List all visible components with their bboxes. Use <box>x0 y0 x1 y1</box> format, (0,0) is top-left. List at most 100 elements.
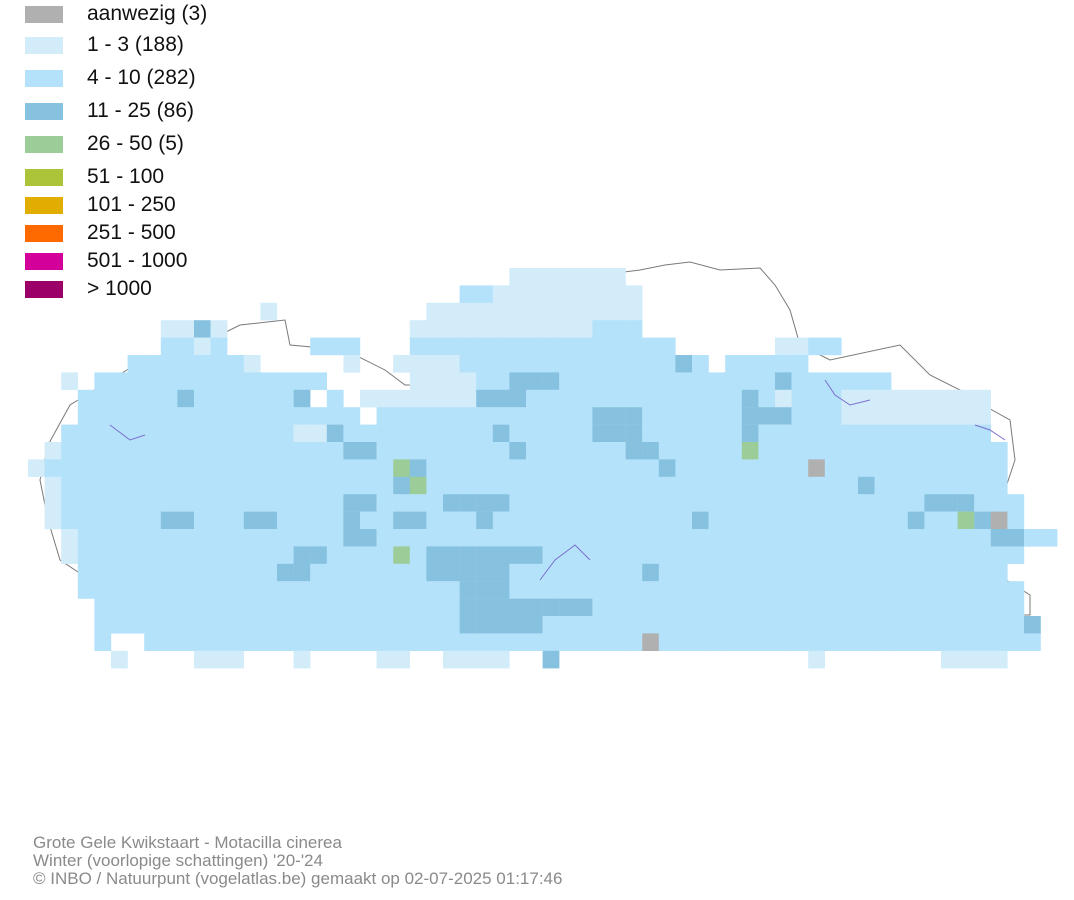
grid-cell <box>443 372 460 390</box>
grid-cell <box>758 529 776 547</box>
grid-cell <box>476 511 493 530</box>
grid-cell <box>592 459 610 477</box>
grid-cell <box>227 650 244 669</box>
grid-cell <box>343 633 361 651</box>
grid-cell <box>725 476 742 495</box>
grid-cell <box>592 581 610 599</box>
grid-cell <box>260 442 278 460</box>
grid-cell <box>957 581 975 599</box>
grid-cell <box>559 563 576 582</box>
grid-cell <box>542 511 560 530</box>
grid-cell <box>426 616 444 634</box>
grid-cell <box>758 494 776 512</box>
grid-cell <box>210 616 228 634</box>
grid-cell <box>891 459 908 477</box>
grid-cell <box>443 459 460 477</box>
grid-cell <box>260 546 278 564</box>
grid-cell <box>127 511 145 530</box>
grid-cell <box>360 476 377 495</box>
grid-cell <box>492 494 510 512</box>
grid-cell <box>160 372 178 390</box>
grid-cell <box>194 320 211 338</box>
grid-cell <box>260 476 278 495</box>
grid-cell <box>509 424 527 443</box>
grid-cell <box>227 616 244 634</box>
grid-cell <box>459 285 477 303</box>
grid-cell <box>708 424 726 443</box>
grid-cell <box>808 442 825 460</box>
grid-cell <box>858 442 875 460</box>
grid-cell <box>692 442 709 460</box>
grid-cell <box>77 546 95 564</box>
grid-cell <box>492 476 510 495</box>
grid-cell <box>575 407 593 425</box>
grid-cell <box>227 633 244 651</box>
grid-cell <box>708 389 726 408</box>
grid-cell <box>675 598 693 617</box>
grid-cell <box>210 581 228 599</box>
grid-cell <box>924 459 942 477</box>
grid-cell <box>708 476 726 495</box>
grid-cell <box>260 407 278 425</box>
grid-cell <box>243 633 261 651</box>
grid-cell <box>775 633 792 651</box>
grid-cell <box>891 546 908 564</box>
grid-cell <box>277 563 294 582</box>
grid-cell <box>127 563 145 582</box>
grid-cell <box>509 407 527 425</box>
grid-cell <box>393 459 410 477</box>
grid-cell <box>360 598 377 617</box>
grid-cell <box>542 494 560 512</box>
grid-cell <box>824 598 842 617</box>
grid-cell <box>924 511 942 530</box>
grid-cell <box>476 563 493 582</box>
grid-cell <box>210 494 228 512</box>
grid-cell <box>526 598 543 617</box>
grid-cell <box>177 494 195 512</box>
grid-cell <box>509 529 527 547</box>
grid-cell <box>227 546 244 564</box>
grid-cell <box>409 633 427 651</box>
grid-cell <box>559 337 576 356</box>
grid-cell <box>891 529 908 547</box>
grid-cell <box>476 285 493 303</box>
grid-cell <box>692 546 709 564</box>
grid-cell <box>692 494 709 512</box>
credit-line: © INBO / Natuurpunt (vogelatlas.be) gema… <box>33 869 563 888</box>
grid-cell <box>277 511 294 530</box>
grid-cell <box>841 581 859 599</box>
grid-cell <box>874 442 892 460</box>
grid-cell <box>575 389 593 408</box>
grid-cell <box>476 546 493 564</box>
grid-cell <box>609 285 626 303</box>
grid-cell <box>509 372 527 390</box>
grid-cell <box>194 598 211 617</box>
grid-cell <box>990 546 1008 564</box>
grid-cell <box>675 546 693 564</box>
grid-cell <box>741 598 759 617</box>
grid-cell <box>459 633 477 651</box>
legend-swatch <box>25 37 63 54</box>
grid-cell <box>144 563 161 582</box>
grid-cell <box>1007 581 1025 599</box>
grid-cell <box>160 546 178 564</box>
grid-cell <box>409 372 427 390</box>
grid-cell <box>692 616 709 634</box>
grid-cell <box>227 355 244 373</box>
grid-cell <box>775 546 792 564</box>
grid-cell <box>858 372 875 390</box>
grid-cell <box>160 389 178 408</box>
grid-cell <box>243 372 261 390</box>
grid-cell <box>791 407 809 425</box>
grid-cell <box>559 320 576 338</box>
grid-cell <box>609 424 626 443</box>
grid-cell <box>360 563 377 582</box>
grid-cell <box>824 459 842 477</box>
grid-cell <box>127 424 145 443</box>
grid-cell <box>44 511 62 530</box>
grid-cell <box>642 598 659 617</box>
grid-cell <box>575 268 593 286</box>
grid-cell <box>824 372 842 390</box>
grid-cell <box>559 424 576 443</box>
grid-cell <box>376 424 394 443</box>
